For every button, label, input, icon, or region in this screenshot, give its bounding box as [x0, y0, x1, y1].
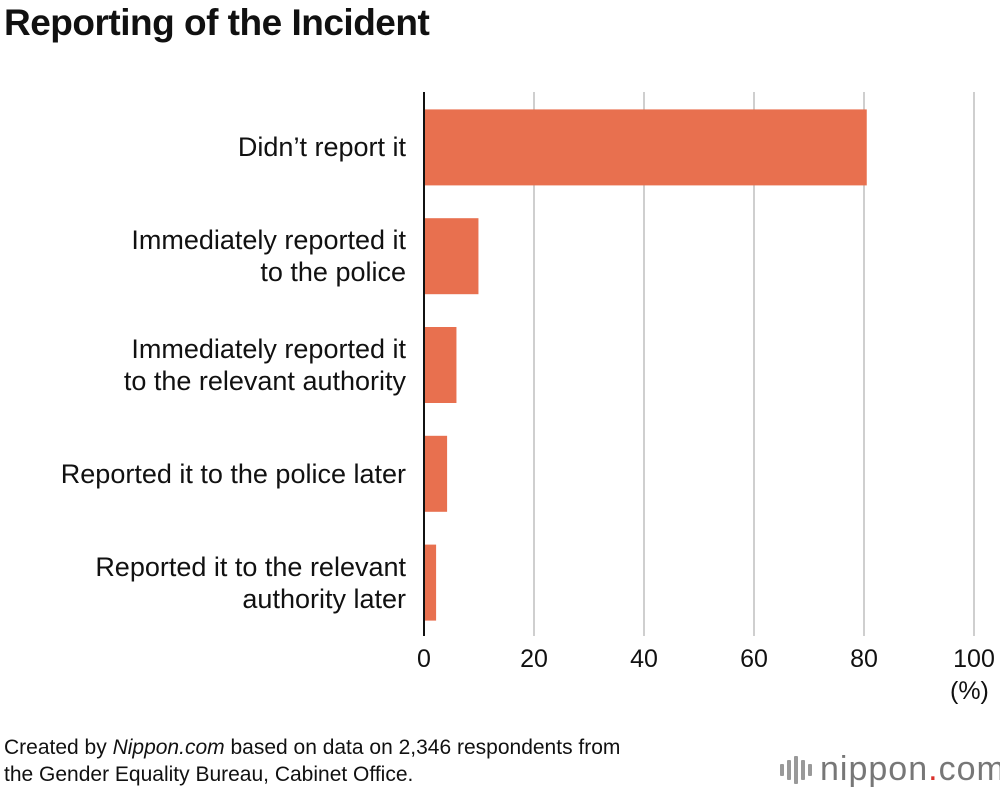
- category-label: Immediately reported it to the police: [131, 225, 406, 288]
- category-label: Reported it to the police later: [60, 458, 406, 489]
- nippon-logo: nippon. com: [780, 750, 1000, 789]
- category-label: Immediately reported it to the relevant a…: [123, 334, 406, 396]
- category-label: Didn’t report it: [237, 132, 406, 163]
- x-tick-label: 40: [630, 645, 658, 673]
- x-tick-label: 20: [520, 645, 548, 673]
- source-line-2: the Gender Equality Bureau, Cabinet Offi…: [4, 763, 414, 786]
- bar: [424, 327, 457, 403]
- x-tick-label: 80: [850, 645, 878, 673]
- bar: [424, 544, 437, 621]
- source-note: Created by Nippon.com based on data on 2…: [4, 734, 620, 788]
- bar: [424, 109, 867, 186]
- x-axis-unit: (%): [950, 677, 989, 705]
- logo-bars-icon: [780, 755, 812, 784]
- logo-text: nippon: [820, 750, 929, 788]
- x-tick-label: 100: [953, 645, 995, 673]
- bar: [424, 218, 479, 295]
- logo-dot: .: [928, 750, 939, 788]
- logo-tld: com: [938, 750, 1000, 788]
- bar-chart: 0 20 40 60 80 100: [417, 92, 995, 673]
- bar: [424, 435, 448, 512]
- chart-title: Reporting of the Incident: [4, 2, 430, 43]
- x-tick-label: 60: [740, 645, 768, 673]
- category-label: Reported it to the relevant authority lat…: [95, 551, 406, 614]
- source-name: Nippon.com: [112, 736, 225, 759]
- source-prefix: Created by: [4, 736, 113, 759]
- x-tick-label: 0: [417, 645, 431, 673]
- source-suffix: based on data on 2,346 respondents from: [224, 736, 621, 759]
